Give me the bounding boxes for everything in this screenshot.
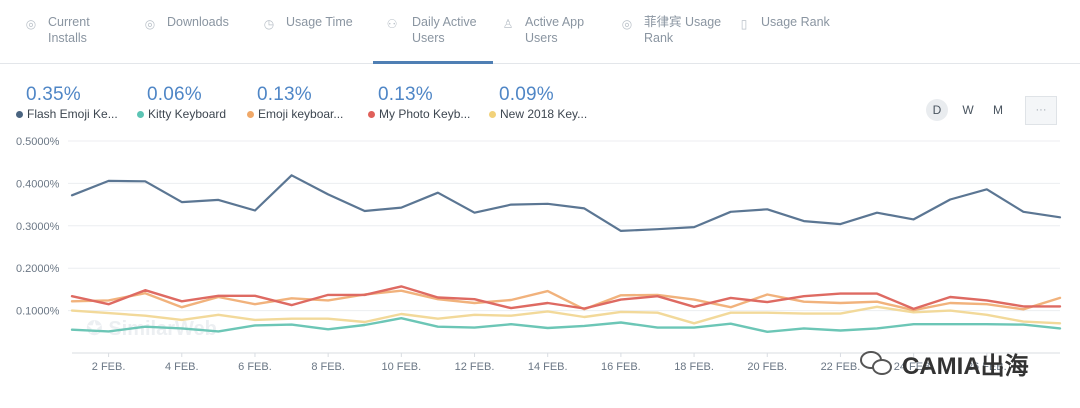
y-tick-label: 0.3000% [16, 221, 60, 233]
legend-name: My Photo Keyb... [379, 107, 471, 121]
users-icon: ⚇ [386, 17, 398, 31]
series-dot-icon [247, 110, 254, 118]
x-tick-label: 14 FEB. [528, 361, 568, 373]
series-dot-icon [16, 110, 23, 118]
y-tick-label: 0.1000% [16, 306, 60, 318]
series-line-new-2018-keyboard [70, 305, 1062, 325]
x-tick-label: 12 FEB. [455, 361, 495, 373]
series-line-flash-emoji-keyboard [70, 174, 1062, 232]
y-tick-label: 0.2000% [16, 263, 60, 275]
similarweb-watermark: ✪ SimilarWeb [86, 318, 217, 340]
legend-item-new-2018[interactable]: 0.09% New 2018 Key... [489, 84, 587, 122]
x-tick-label: 2 FEB. [92, 361, 126, 373]
x-tick-label: 4 FEB. [165, 361, 199, 373]
legend-percent: 0.06% [147, 84, 202, 105]
x-tick-label: 24 FEB. [894, 361, 934, 373]
x-tick-label: 18 FEB. [674, 361, 714, 373]
overlay-text: CAMIA出海 [902, 353, 1029, 380]
tab-label: Usage Time [286, 15, 353, 29]
target-icon: ◎ [144, 17, 156, 31]
tab-label: Downloads [167, 15, 229, 29]
metric-tabs: ◎ Current Installs ◎ Downloads ◷ Usage T… [0, 0, 1080, 64]
legend-item-flash-emoji[interactable]: 0.35% Flash Emoji Ke... [16, 84, 118, 122]
legend-percent: 0.13% [378, 84, 433, 105]
phone-icon: ▯ [740, 17, 748, 31]
tab-label: 菲律宾 Usage Rank [644, 15, 722, 45]
legend-percent: 0.13% [257, 84, 312, 105]
series-line-emoji-keyboard [70, 289, 1062, 312]
tab-daily-active-users[interactable]: ⚇ Daily Active Users [382, 14, 482, 46]
target-icon: ◎ [25, 17, 37, 31]
legend-item-kitty[interactable]: 0.06% Kitty Keyboard [137, 84, 226, 122]
x-tick-label: 26 FEB. [967, 361, 1007, 373]
legend-percent: 0.35% [26, 84, 81, 105]
line-chart: 0.1000% 0.2000% 0.3000% 0.4000% 0.5000% ✪ Sim… [16, 136, 1062, 373]
granularity-week[interactable]: W [962, 103, 974, 117]
target-icon: ◎ [621, 17, 633, 31]
granularity-month[interactable]: M [993, 103, 1003, 117]
granularity-day[interactable]: D [926, 99, 948, 121]
x-tick-label: 20 FEB. [747, 361, 787, 373]
series-dot-icon [137, 110, 144, 118]
tab-usage-time[interactable]: ◷ Usage Time [262, 14, 376, 31]
series-legend: 0.35% Flash Emoji Ke... 0.06% Kitty Keyb… [0, 84, 700, 124]
tab-label: Usage Rank [761, 15, 830, 29]
wechat-icon [860, 350, 894, 377]
clock-icon: ◷ [263, 17, 275, 31]
tab-current-installs[interactable]: ◎ Current Installs [24, 14, 108, 46]
tab-label: Active App Users [525, 15, 585, 45]
tab-usage-rank[interactable]: ▯ Usage Rank [737, 14, 851, 31]
series-dot-icon [368, 110, 375, 118]
wechat-overlay: CAMIA出海 [860, 346, 1029, 381]
legend-name: Flash Emoji Ke... [27, 107, 118, 121]
tab-active-app-users[interactable]: ♙ Active App Users [501, 14, 595, 46]
legend-name: Emoji keyboar... [258, 107, 344, 121]
legend-percent: 0.09% [499, 84, 554, 105]
tab-label: Current Installs [48, 15, 90, 45]
series-line-my-photo-keyboard [70, 285, 1062, 311]
tab-local-usage-rank[interactable]: ◎ 菲律宾 Usage Rank [620, 14, 724, 46]
legend-item-my-photo[interactable]: 0.13% My Photo Keyb... [368, 84, 470, 122]
y-tick-label: 0.5000% [16, 136, 60, 148]
x-tick-label: 16 FEB. [601, 361, 641, 373]
legend-name: Kitty Keyboard [148, 107, 227, 121]
x-tick-label: 8 FEB. [311, 361, 345, 373]
user-icon: ♙ [502, 17, 514, 31]
legend-name: New 2018 Key... [500, 107, 588, 121]
active-tab-indicator [373, 61, 493, 64]
y-tick-label: 0.4000% [16, 178, 60, 190]
series-line-kitty-keyboard [70, 317, 1062, 333]
tab-downloads[interactable]: ◎ Downloads [143, 14, 257, 31]
tab-label: Daily Active Users [412, 15, 477, 45]
legend-item-emoji-keyboard[interactable]: 0.13% Emoji keyboar... [247, 84, 343, 122]
x-tick-label: 6 FEB. [238, 361, 272, 373]
x-tick-label: 22 FEB. [821, 361, 861, 373]
x-tick-label: 10 FEB. [381, 361, 421, 373]
more-options-button[interactable]: ··· [1025, 96, 1057, 125]
series-dot-icon [489, 110, 496, 118]
